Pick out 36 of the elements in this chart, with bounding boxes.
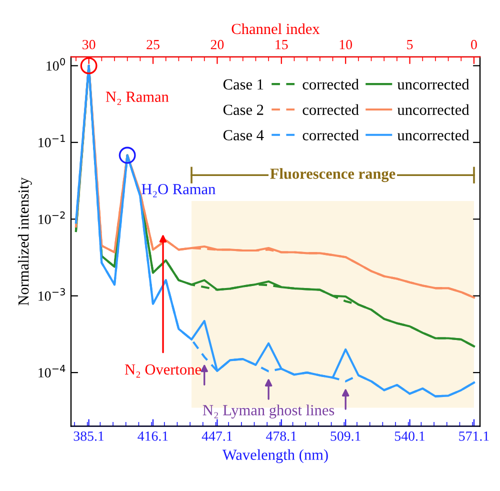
x-tick-label: 385.1 <box>74 431 104 441</box>
x2-tick-label: 15 <box>276 40 288 50</box>
annotation: Case 1 <box>223 79 264 90</box>
x2-tick-label: 20 <box>210 40 224 50</box>
y-tick-label: 10$^{−4}$ <box>38 364 66 378</box>
x2-axis-title: Channel index <box>232 23 320 34</box>
legend-label: corrected <box>302 104 359 115</box>
x2-tick-label: 0 <box>471 40 477 50</box>
annotation: N₂ Lyman ghost lines <box>202 404 334 418</box>
x-tick-label: 509.1 <box>330 431 360 441</box>
x-tick-label: 571.1 <box>459 432 489 441</box>
y-tick-label: 10$^{0}$ <box>46 58 66 71</box>
x-tick-label: 540.1 <box>394 431 425 441</box>
annotation: N₂ Overtone <box>124 364 202 378</box>
legend-label: uncorrected <box>397 104 470 115</box>
y-tick-label: 10$^{−1}$ <box>38 134 65 148</box>
x-tick-label: 478.1 <box>266 431 296 441</box>
annotation: Case 4 <box>223 130 264 140</box>
y-tick-label: 10$^{−2}$ <box>38 211 65 224</box>
annotation: H₂O Raman <box>142 184 216 198</box>
x2-tick-label: 30 <box>82 40 96 50</box>
legend-label: uncorrected <box>397 78 470 90</box>
annotation: Case 2 <box>223 104 264 115</box>
y-axis-title: Normalized intensity <box>18 177 32 306</box>
legend-label: uncorrected <box>397 130 470 140</box>
annotation: N₂ Raman <box>106 92 169 105</box>
x-tick-label: 416.1 <box>138 431 168 441</box>
x2-tick-label: 10 <box>340 40 352 50</box>
x-tick-label: 447.1 <box>202 432 232 441</box>
x-axis-title: Wavelength (nm) <box>222 449 328 464</box>
y-tick-label: 10$^{−3}$ <box>38 288 65 301</box>
x2-tick-label: 25 <box>146 40 160 50</box>
legend-label: corrected <box>302 130 359 140</box>
x2-tick-label: 5 <box>407 40 413 50</box>
legend-label: corrected <box>302 78 359 90</box>
band-label: Fluorescence range <box>270 168 396 182</box>
